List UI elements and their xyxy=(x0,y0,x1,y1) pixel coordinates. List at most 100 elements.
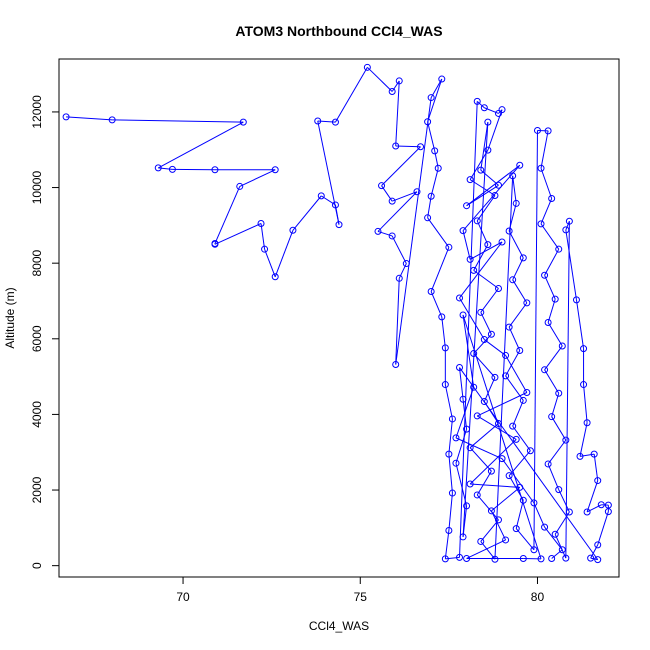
series-segment xyxy=(459,367,464,400)
series-segment xyxy=(448,454,453,494)
series-segment xyxy=(480,541,496,560)
series-segment xyxy=(317,120,340,225)
data-point xyxy=(565,217,573,225)
series-segment xyxy=(544,526,563,551)
series-segment xyxy=(462,122,489,537)
data-point xyxy=(526,447,534,455)
series-segment xyxy=(427,196,432,218)
series-segment xyxy=(469,447,492,472)
data-point xyxy=(480,104,488,112)
series-segment xyxy=(597,511,609,546)
data-point xyxy=(587,554,595,562)
series-segment xyxy=(430,168,439,197)
series-segment xyxy=(515,500,524,529)
data-point xyxy=(417,143,425,151)
data-point xyxy=(335,221,343,229)
series-segment xyxy=(547,463,560,490)
data-point xyxy=(594,477,602,485)
data-point xyxy=(466,255,474,263)
series-segment xyxy=(239,169,276,187)
data-point xyxy=(541,271,549,279)
data-point xyxy=(463,502,471,510)
series-segment xyxy=(593,454,599,481)
series-segment xyxy=(214,186,241,244)
series-segment xyxy=(459,101,478,558)
series-segment xyxy=(462,314,475,388)
data-point xyxy=(470,266,478,274)
data-point xyxy=(516,483,524,491)
series-segment xyxy=(444,530,450,559)
data-point xyxy=(498,238,506,246)
series-segment xyxy=(515,528,535,551)
data-point xyxy=(541,366,549,374)
y-tick-label: 8000 xyxy=(30,250,44,277)
series-segment xyxy=(391,80,400,92)
data-point xyxy=(512,435,520,443)
data-point xyxy=(533,126,541,134)
series-segment xyxy=(579,422,588,457)
data-point xyxy=(597,501,605,509)
series-segment xyxy=(494,175,514,560)
data-point xyxy=(537,555,545,563)
data-point xyxy=(456,364,464,372)
data-point xyxy=(392,142,400,150)
data-point xyxy=(498,106,506,114)
data-point xyxy=(388,197,396,205)
series-segment xyxy=(66,116,113,121)
series-segment xyxy=(427,217,450,248)
data-point xyxy=(604,508,612,516)
data-point xyxy=(473,491,481,499)
data-point xyxy=(289,226,297,234)
series-segment xyxy=(462,164,521,231)
series-segment xyxy=(508,230,524,259)
data-point xyxy=(395,77,403,85)
data-point xyxy=(505,227,513,235)
series-segment xyxy=(476,100,485,109)
series-segment xyxy=(462,314,542,560)
data-point xyxy=(583,419,591,427)
data-point xyxy=(388,88,396,96)
series-segment xyxy=(430,291,443,318)
data-point xyxy=(519,554,527,562)
data-point xyxy=(562,436,570,444)
series-segment xyxy=(505,350,521,377)
series-segment xyxy=(455,437,503,460)
data-point xyxy=(541,523,549,531)
series-segment xyxy=(444,384,453,420)
series-segment xyxy=(455,387,475,439)
series-segment xyxy=(586,480,599,513)
data-point xyxy=(555,486,563,494)
data-point xyxy=(261,245,269,253)
series-segment xyxy=(335,67,368,123)
series-segment xyxy=(476,220,489,245)
data-point xyxy=(509,172,517,180)
series-segment xyxy=(469,241,503,260)
series-segment xyxy=(112,119,244,123)
x-tick-label: 75 xyxy=(354,590,368,604)
series-segment xyxy=(505,375,524,401)
series-segment xyxy=(512,425,531,452)
y-tick-label: 0 xyxy=(30,562,44,569)
chart-title: ATOM3 Northbound CCl4_WAS xyxy=(235,23,442,39)
series-segment xyxy=(544,369,560,394)
data-point xyxy=(512,525,520,533)
series-segment xyxy=(469,423,499,449)
data-point xyxy=(466,176,474,184)
series-segment xyxy=(540,198,553,225)
series-segment xyxy=(547,439,567,465)
data-point xyxy=(445,526,453,534)
data-point xyxy=(452,434,460,442)
data-point xyxy=(555,389,563,397)
series-segment xyxy=(490,510,507,541)
series-segment xyxy=(448,418,453,455)
data-point xyxy=(470,350,478,358)
data-point xyxy=(576,452,584,460)
data-point xyxy=(523,388,531,396)
series-segment xyxy=(508,326,521,351)
series-segment xyxy=(427,121,436,151)
data-point xyxy=(565,508,573,516)
data-point xyxy=(516,347,524,355)
series-segment xyxy=(590,544,599,559)
y-tick-label: 6000 xyxy=(30,325,44,352)
series-segment xyxy=(476,494,499,521)
